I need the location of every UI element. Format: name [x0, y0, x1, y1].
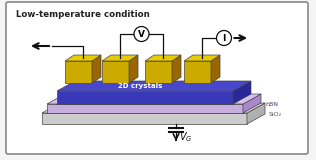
Polygon shape	[145, 55, 181, 61]
Polygon shape	[233, 81, 251, 104]
Text: Low-temperature condition: Low-temperature condition	[16, 10, 150, 19]
Circle shape	[216, 31, 232, 45]
Text: SiO₂: SiO₂	[269, 112, 282, 117]
Polygon shape	[129, 55, 138, 83]
Text: 2D crystals: 2D crystals	[118, 83, 162, 89]
Polygon shape	[211, 55, 220, 83]
Polygon shape	[42, 103, 265, 113]
Polygon shape	[102, 55, 138, 61]
Polygon shape	[47, 94, 261, 104]
FancyBboxPatch shape	[6, 2, 308, 154]
Text: hBN: hBN	[265, 102, 278, 107]
Polygon shape	[57, 81, 251, 91]
Text: V: V	[138, 29, 145, 39]
Polygon shape	[145, 61, 172, 83]
Polygon shape	[92, 55, 101, 83]
Polygon shape	[102, 61, 129, 83]
Polygon shape	[184, 55, 220, 61]
Polygon shape	[65, 55, 101, 61]
Circle shape	[134, 27, 149, 41]
Text: I: I	[222, 33, 226, 43]
Polygon shape	[247, 103, 265, 124]
Polygon shape	[172, 55, 181, 83]
Polygon shape	[47, 104, 243, 113]
Polygon shape	[57, 91, 233, 104]
Polygon shape	[42, 113, 247, 124]
Text: $V_G$: $V_G$	[179, 130, 192, 144]
Polygon shape	[184, 61, 211, 83]
Polygon shape	[65, 61, 92, 83]
Polygon shape	[243, 94, 261, 113]
